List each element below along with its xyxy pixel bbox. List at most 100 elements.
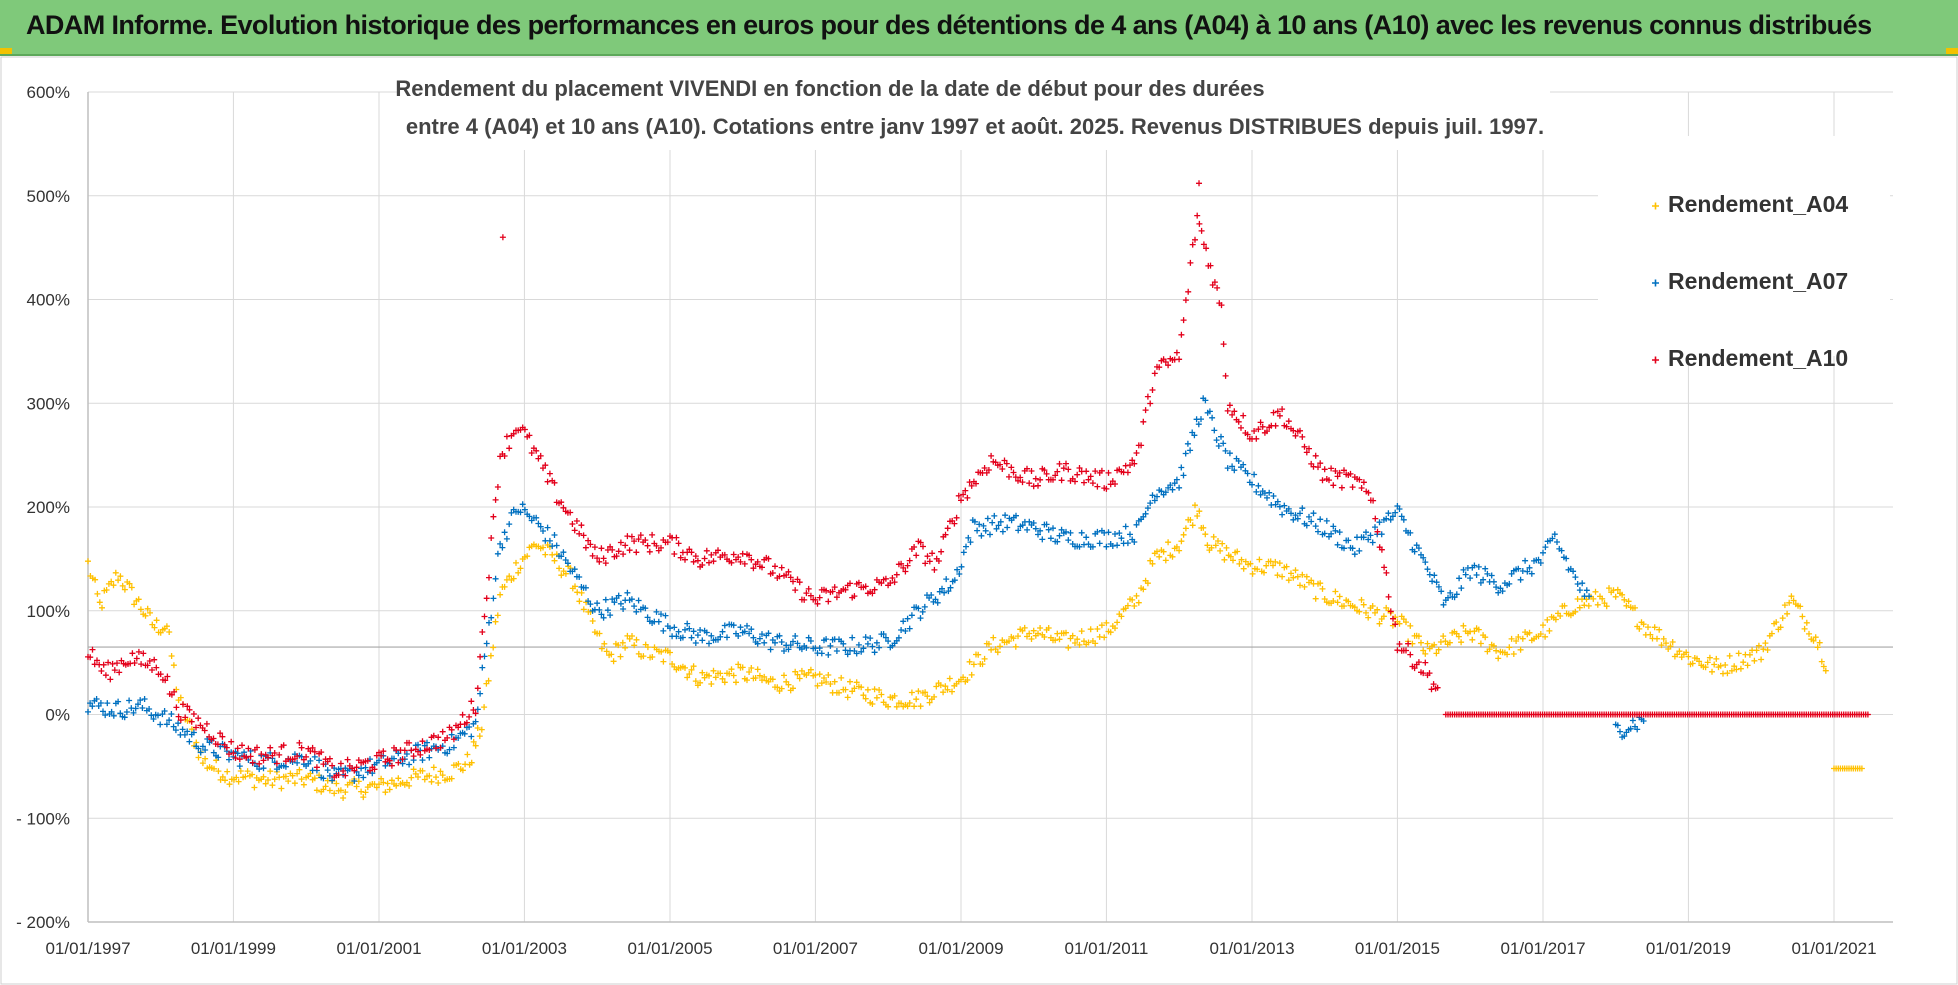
- data-point: [1173, 349, 1180, 356]
- data-point: [1065, 466, 1072, 473]
- data-point: [673, 633, 680, 640]
- x-tick-label: 01/01/2021: [1791, 939, 1876, 958]
- x-tick-label: 01/01/2011: [1064, 939, 1148, 958]
- data-point: [1208, 544, 1215, 551]
- data-point: [1218, 302, 1225, 309]
- data-point: [1405, 640, 1412, 647]
- data-point: [1526, 564, 1533, 571]
- data-point: [1047, 535, 1054, 542]
- data-point: [572, 583, 578, 590]
- data-point: [1599, 595, 1606, 602]
- data-point: [1864, 711, 1871, 718]
- data-point: [184, 703, 191, 710]
- data-point: [708, 681, 715, 687]
- data-point: [226, 781, 233, 788]
- data-point: [439, 728, 446, 735]
- data-point: [1218, 433, 1224, 440]
- data-point: [591, 544, 598, 551]
- data-point: [754, 640, 761, 647]
- legend-marker: [1652, 202, 1659, 210]
- data-point: [487, 652, 494, 659]
- data-point: [395, 750, 402, 757]
- data-point: [1178, 464, 1185, 471]
- data-point: [851, 685, 858, 692]
- data-point: [1149, 387, 1156, 393]
- data-point: [96, 599, 103, 606]
- data-point: [157, 671, 164, 678]
- data-point: [1035, 482, 1041, 489]
- data-point: [885, 703, 892, 710]
- data-point: [1651, 624, 1658, 631]
- data-point: [1660, 635, 1667, 642]
- data-point: [644, 542, 651, 549]
- data-point: [580, 606, 587, 613]
- data-point: [1240, 412, 1247, 419]
- data-point: [408, 774, 415, 781]
- data-point: [701, 555, 708, 562]
- data-point: [215, 768, 222, 775]
- data-point: [1035, 531, 1041, 538]
- data-point: [282, 763, 289, 770]
- data-point: [1290, 427, 1297, 434]
- data-point: [943, 576, 950, 583]
- data-point: [642, 537, 649, 544]
- data-point: [544, 478, 551, 485]
- data-point: [1292, 512, 1299, 519]
- data-point: [177, 694, 184, 701]
- data-point: [1755, 642, 1762, 649]
- data-point: [506, 445, 513, 452]
- data-point: [1165, 362, 1172, 369]
- data-point: [864, 686, 871, 693]
- data-point: [1288, 570, 1294, 577]
- data-point: [1087, 626, 1094, 633]
- x-tick-label: 01/01/2019: [1646, 939, 1731, 958]
- data-point: [1229, 463, 1236, 470]
- data-point: [915, 688, 922, 695]
- data-point: [710, 558, 717, 565]
- data-point: [739, 664, 746, 671]
- data-point: [1171, 480, 1178, 487]
- data-point: [658, 648, 665, 655]
- data-point: [1276, 412, 1283, 419]
- data-point: [492, 618, 499, 625]
- data-point: [744, 622, 750, 629]
- data-point: [876, 644, 883, 651]
- data-point: [1583, 587, 1590, 594]
- data-point: [642, 605, 649, 612]
- data-point: [1178, 331, 1185, 338]
- data-point: [1001, 457, 1008, 464]
- data-point: [215, 754, 222, 761]
- data-point: [658, 611, 664, 618]
- data-point: [472, 710, 479, 717]
- data-point: [1326, 477, 1332, 484]
- data-point: [111, 667, 118, 674]
- data-point: [1790, 597, 1797, 604]
- data-point: [488, 614, 495, 621]
- data-point: [399, 756, 406, 763]
- data-point: [935, 558, 942, 564]
- data-point: [1067, 529, 1074, 536]
- data-point: [1816, 639, 1823, 646]
- data-point: [949, 688, 955, 695]
- data-point: [1332, 527, 1339, 534]
- data-point: [1415, 659, 1422, 666]
- data-point: [1124, 602, 1131, 609]
- data-point: [130, 709, 137, 716]
- data-point: [737, 558, 744, 565]
- data-point: [889, 575, 896, 581]
- data-point: [1015, 527, 1022, 534]
- data-point: [1142, 510, 1149, 517]
- data-point: [1669, 639, 1676, 645]
- data-point: [629, 633, 635, 639]
- data-point: [435, 780, 442, 786]
- data-point: [1094, 626, 1101, 632]
- data-point: [1426, 571, 1433, 578]
- data-point: [1085, 476, 1092, 483]
- data-point: [667, 625, 673, 632]
- corner-mark-right: [1946, 48, 1958, 54]
- data-point: [494, 550, 501, 557]
- data-point: [706, 640, 712, 647]
- data-point: [807, 638, 814, 644]
- data-point: [677, 554, 684, 561]
- data-point: [1266, 489, 1273, 496]
